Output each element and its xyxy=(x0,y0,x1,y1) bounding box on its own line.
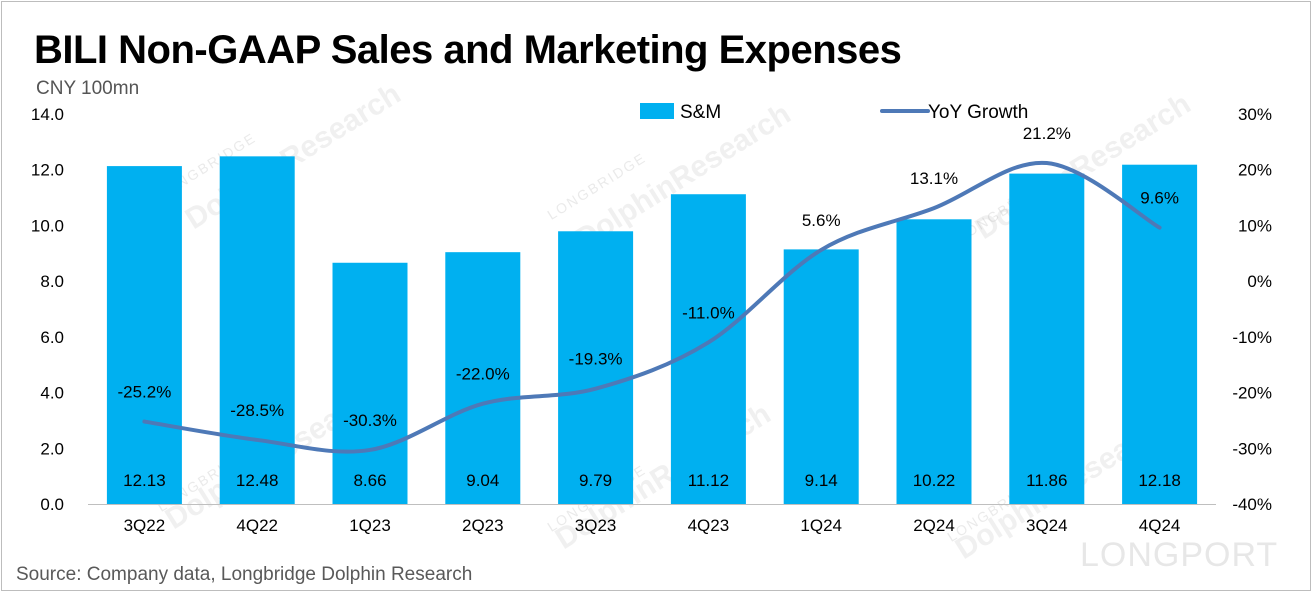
yoy-value-label: 13.1% xyxy=(910,169,958,188)
yoy-value-label: -30.3% xyxy=(343,411,397,430)
yoy-value-label: -22.0% xyxy=(456,365,510,384)
yoy-value-label: -25.2% xyxy=(117,383,171,402)
bar-2Q24 xyxy=(896,219,972,505)
y-right-tick-label: 30% xyxy=(1238,105,1272,124)
bar-4Q22 xyxy=(219,156,295,505)
y-left-tick-label: 4.0 xyxy=(40,384,64,403)
bar-value-label: 12.18 xyxy=(1138,471,1181,490)
yoy-growth-line xyxy=(142,160,1162,454)
bar-3Q23 xyxy=(558,231,634,504)
legend-label-sm: S&M xyxy=(680,102,721,123)
bar-2Q23 xyxy=(445,252,521,504)
y-right-tick-label: -10% xyxy=(1232,328,1272,347)
legend-label-yoy: YoY Growth xyxy=(928,102,1028,123)
y-right-tick-label: 20% xyxy=(1238,161,1272,180)
y-left-tick-label: 8.0 xyxy=(40,272,64,291)
y-left-tick-label: 10.0 xyxy=(31,216,64,235)
bar-1Q23 xyxy=(332,262,408,504)
bar-series xyxy=(106,156,1198,505)
bar-value-label: 9.79 xyxy=(579,471,612,490)
y-left-tick-label: 14.0 xyxy=(31,105,64,124)
x-tick-label: 2Q24 xyxy=(913,516,955,535)
yoy-value-label: -19.3% xyxy=(569,350,623,369)
bar-value-label: 9.14 xyxy=(805,471,838,490)
legend-swatch-sm xyxy=(640,103,674,119)
y-left-tick-label: 12.0 xyxy=(31,161,64,180)
bar-3Q22 xyxy=(106,166,182,505)
yoy-value-label: 21.2% xyxy=(1023,124,1071,143)
y-right-tick-label: 0% xyxy=(1247,272,1272,291)
bar-value-label: 9.04 xyxy=(466,471,499,490)
bar-4Q23 xyxy=(670,194,746,504)
x-tick-label: 1Q24 xyxy=(800,516,842,535)
x-tick-label: 3Q22 xyxy=(124,516,166,535)
x-tick-label: 4Q23 xyxy=(688,516,730,535)
x-tick-label: 1Q23 xyxy=(349,516,391,535)
bar-value-label: 12.48 xyxy=(236,471,279,490)
bar-3Q24 xyxy=(1009,173,1085,504)
unit-label: CNY 100mn xyxy=(36,78,140,99)
bar-value-label: 12.13 xyxy=(123,471,166,490)
bar-value-label: 8.66 xyxy=(353,471,386,490)
yoy-value-label: 9.6% xyxy=(1140,189,1179,208)
yoy-value-label: -11.0% xyxy=(682,303,735,322)
bar-4Q24 xyxy=(1122,164,1198,504)
y-left-tick-label: 2.0 xyxy=(40,439,64,458)
x-tick-label: 4Q24 xyxy=(1139,516,1181,535)
y-right-tick-label: -40% xyxy=(1232,495,1272,514)
bar-value-label: 10.22 xyxy=(913,471,956,490)
y-right-tick-label: 10% xyxy=(1238,216,1272,235)
line-series xyxy=(142,160,1162,454)
source-note: Source: Company data, Longbridge Dolphin… xyxy=(16,564,473,585)
x-tick-label: 2Q23 xyxy=(462,516,504,535)
yoy-value-label: 5.6% xyxy=(802,211,841,230)
y-right-tick-label: -30% xyxy=(1232,439,1272,458)
x-tick-label: 3Q24 xyxy=(1026,516,1068,535)
corner-watermark: LONGPORT xyxy=(1080,536,1279,574)
y-left-tick-label: 0.0 xyxy=(40,495,64,514)
chart-title: BILI Non-GAAP Sales and Marketing Expens… xyxy=(34,28,902,72)
bar-1Q24 xyxy=(783,249,859,504)
y-right-tick-label: -20% xyxy=(1232,384,1272,403)
x-tick-label: 4Q22 xyxy=(236,516,278,535)
bar-value-label: 11.86 xyxy=(1026,471,1067,490)
data-labels: 12.13 12.48 8.66 9.04 9.79 11.12 9.14 10.22 11.8… xyxy=(117,124,1180,490)
y-left-tick-label: 6.0 xyxy=(40,328,64,347)
axes: 3Q22 4Q22 1Q23 2Q23 3Q23 4Q23 1Q24 2Q24 3Q24 4Q24… xyxy=(31,105,1272,535)
x-tick-label: 3Q23 xyxy=(575,516,617,535)
yoy-value-label: -28.5% xyxy=(230,401,284,420)
legend: S&M YoY Growth xyxy=(640,102,1028,123)
bar-value-label: 11.12 xyxy=(688,471,729,490)
